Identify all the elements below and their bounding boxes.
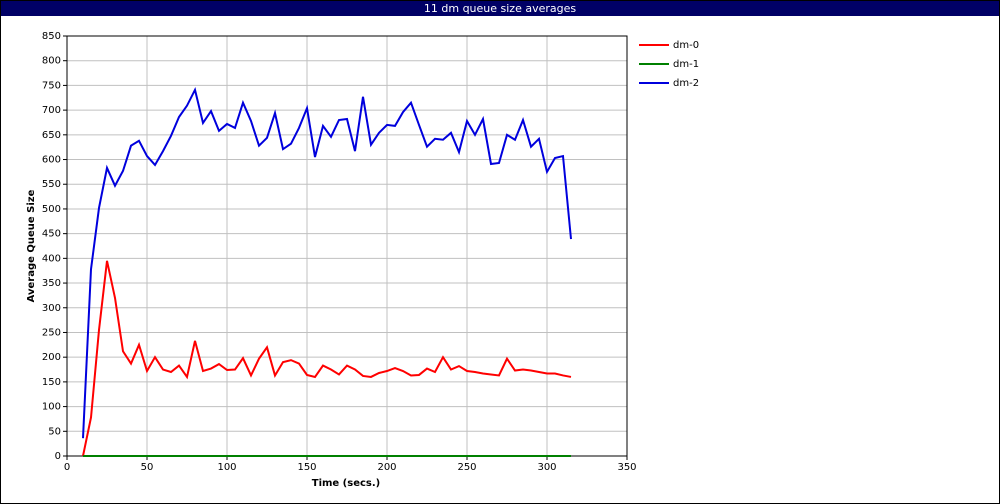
y-tick-label: 600 <box>42 155 61 166</box>
x-tick-label: 250 <box>457 462 476 473</box>
y-axis-title: Average Queue Size <box>26 189 37 302</box>
y-tick-label: 350 <box>42 278 61 289</box>
y-tick-label: 650 <box>42 130 61 141</box>
y-tick-label: 750 <box>42 80 61 91</box>
x-tick-label: 200 <box>377 462 396 473</box>
y-tick-label: 300 <box>42 303 61 314</box>
y-tick-label: 850 <box>42 31 61 42</box>
legend-label: dm-2 <box>673 78 699 89</box>
y-tick-label: 700 <box>42 105 61 116</box>
y-tick-label: 400 <box>42 253 61 264</box>
legend-label: dm-0 <box>673 40 699 51</box>
x-axis-title: Time (secs.) <box>312 478 381 489</box>
y-tick-label: 250 <box>42 327 61 338</box>
title-bar: 11 dm queue size averages <box>1 1 999 16</box>
x-tick-label: 50 <box>141 462 154 473</box>
data-line <box>82 86 572 439</box>
y-tick-label: 50 <box>48 426 61 437</box>
y-tick-label: 500 <box>42 204 61 215</box>
x-tick-label: 100 <box>217 462 236 473</box>
x-tick-label: 150 <box>297 462 316 473</box>
x-tick-label: 300 <box>537 462 556 473</box>
chart: Time (secs.) Average Queue Size 0 50 100 15… <box>26 31 699 489</box>
data-line <box>82 260 572 457</box>
y-tick-label: 800 <box>42 56 61 67</box>
y-tick-label: 550 <box>42 179 61 190</box>
y-tick-label: 450 <box>42 229 61 240</box>
y-tick-label: 0 <box>55 451 61 462</box>
x-tick-label: 350 <box>617 462 636 473</box>
y-tick-label: 100 <box>42 402 61 413</box>
plot-area <box>67 36 627 456</box>
x-tick-label: 0 <box>64 462 70 473</box>
y-tick-label: 200 <box>42 352 61 363</box>
y-tick-label: 150 <box>42 377 61 388</box>
legend-label: dm-1 <box>673 59 699 70</box>
